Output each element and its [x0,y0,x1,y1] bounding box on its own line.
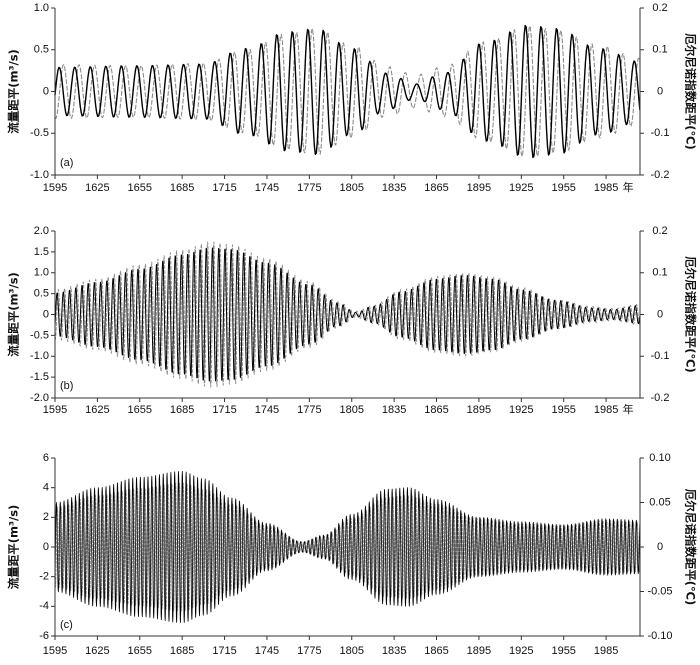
x-tick-label: 1715 [212,645,236,657]
left-y-tick-label: 2.0 [34,225,49,237]
left-y-tick-label: -1.5 [30,371,49,383]
right-y-tick-label: -0.1 [651,350,670,362]
x-tick-label: 1775 [297,645,321,657]
x-tick-label: 1655 [128,182,152,194]
x-tick-label: 1955 [551,182,575,194]
left-y-tick-label: -4 [39,600,49,612]
x-tick-label: 1625 [85,182,109,194]
x-tick-label: 1595 [43,404,67,416]
chart-panel-b: 1595 1625 1655 1685 1715 1745 1775 1805 1835 1865… [7,225,698,416]
x-tick-label: 1775 [297,182,321,194]
x-tick-label: 1865 [424,645,448,657]
x-tick-label: 1745 [255,182,279,194]
right-y-axis-title: 厄尔尼诺指数距平(℃) [684,33,698,149]
left-y-tick-label: -6 [39,630,49,642]
x-tick-label: 1625 [85,404,109,416]
right-y-tick-label: 0.1 [652,44,667,56]
panel-label: (c) [60,619,73,631]
left-y-tick-label: 0.5 [34,288,49,300]
left-y-tick-label: 6 [43,452,49,464]
left-y-tick-label: 4 [43,482,49,494]
x-tick-label: 1745 [255,645,279,657]
x-tick-label: 1655 [128,404,152,416]
x-tick-label: 1865 [424,404,448,416]
right-y-tick-label: -0.2 [651,392,670,404]
left-y-axis-title: 流量距平(m³/s) [7,505,21,590]
left-y-tick-label: 0.5 [34,44,49,56]
chart-panel-a: 1595 1625 1655 1685 1715 1745 1775 1805 1835 1865… [7,2,698,194]
x-tick-label: 1865 [424,182,448,194]
left-y-tick-label: 1.0 [34,267,49,279]
x-tick-label: 1895 [467,645,491,657]
x-tick-label: 1775 [297,404,321,416]
left-y-tick-label: -1.0 [30,169,49,181]
x-tick-label: 1685 [170,645,194,657]
left-y-tick-label: -1.0 [30,350,49,362]
x-tick-label: 1895 [467,182,491,194]
x-tick-label: 1925 [509,645,533,657]
x-axis-label: 年 [623,402,634,416]
left-y-tick-label: -2 [39,571,49,583]
left-y-axis-title: 流量距平(m³/s) [7,49,21,134]
left-y-tick-label: -2.0 [30,392,49,404]
right-y-tick-label: 0.2 [652,225,667,237]
chart-panel-c: 1595 1625 1655 1685 1715 1745 1775 1805 1835 1865… [7,452,698,657]
x-tick-label: 1715 [212,182,236,194]
x-tick-label: 1655 [128,645,152,657]
x-tick-label: 1805 [339,645,363,657]
right-y-tick-label: 0 [657,541,663,553]
x-tick-label: 1955 [551,404,575,416]
el-nino-index-anomaly-line [54,25,641,157]
flow-anomaly-line [54,470,641,623]
left-y-tick-label: 2 [43,511,49,523]
x-tick-label: 1835 [382,404,406,416]
left-y-tick-label: 0 [43,308,49,320]
x-tick-label: 1985 [594,645,618,657]
x-tick-label: 1985 [594,182,618,194]
right-y-tick-label: -0.05 [647,585,672,597]
el-nino-index-anomaly-line [54,241,641,388]
x-tick-label: 1925 [509,182,533,194]
x-tick-label: 1685 [170,404,194,416]
x-tick-label: 1835 [382,182,406,194]
right-y-tick-label: -0.1 [651,127,670,139]
left-y-tick-label: 1.5 [34,246,49,258]
right-y-tick-label: 0 [657,308,663,320]
x-tick-label: 1835 [382,645,406,657]
right-y-tick-label: 0 [657,85,663,97]
left-y-axis-title: 流量距平(m³/s) [7,272,21,357]
flow-anomaly-line [54,24,641,159]
panel-label: (a) [60,157,73,169]
x-tick-label: 1805 [339,182,363,194]
x-tick-label: 1985 [594,404,618,416]
left-y-tick-label: -0.5 [30,329,49,341]
panel-label: (b) [60,380,73,392]
left-y-tick-label: -0.5 [30,127,49,139]
x-tick-label: 1955 [551,645,575,657]
right-y-axis-title: 厄尔尼诺指数距平(℃) [684,256,698,372]
x-tick-label: 1805 [339,404,363,416]
x-tick-label: 1595 [43,182,67,194]
x-tick-label: 1895 [467,404,491,416]
right-y-tick-label: 0.2 [652,2,667,14]
x-axis-label: 年 [623,180,634,194]
left-y-tick-label: 0 [43,541,49,553]
x-tick-label: 1745 [255,404,279,416]
right-y-tick-label: -0.2 [651,169,670,181]
x-tick-label: 1595 [43,645,67,657]
left-y-tick-label: 0 [43,85,49,97]
flow-anomaly-line [54,247,641,382]
x-tick-label: 1685 [170,182,194,194]
right-y-tick-label: 0.05 [649,496,670,508]
x-tick-label: 1925 [509,404,533,416]
x-tick-label: 1715 [212,404,236,416]
right-y-axis-title: 厄尔尼诺指数距平(℃) [684,489,698,605]
left-y-tick-label: 1.0 [34,2,49,14]
right-y-tick-label: 0.1 [652,267,667,279]
right-y-tick-label: 0.10 [649,452,670,464]
x-tick-label: 1625 [85,645,109,657]
right-y-tick-label: -0.10 [647,630,672,642]
